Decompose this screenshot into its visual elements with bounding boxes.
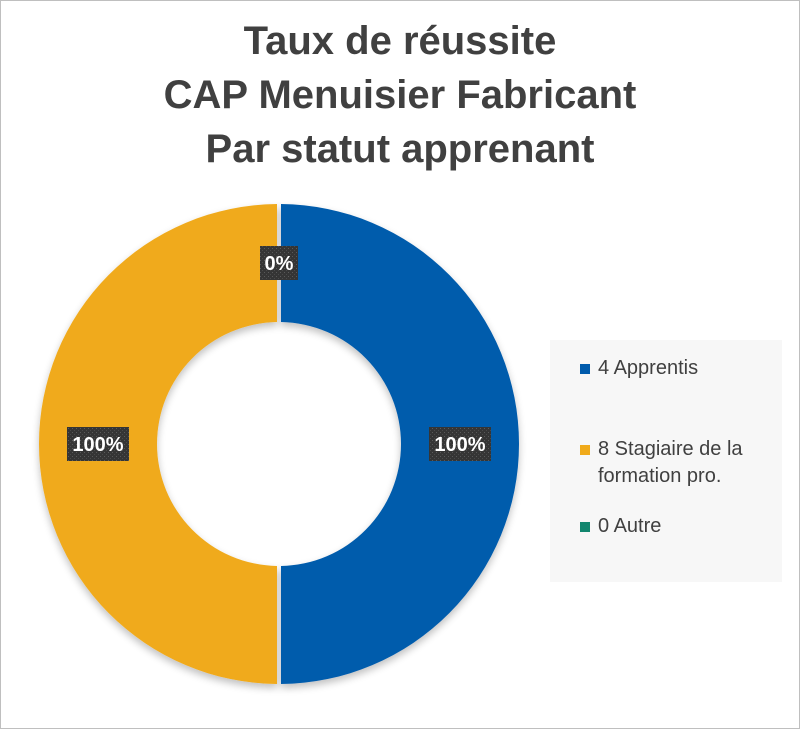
chart-title-line-3: Par statut apprenant: [205, 127, 595, 171]
legend-entry-2: 8 Stagiaire de la formation pro.: [580, 436, 743, 490]
data-label-text: 0%: [265, 253, 294, 275]
data-label-text: 100%: [72, 434, 123, 456]
legend: 4 Apprentis 8 Stagiaire de la formation pr…: [550, 340, 782, 582]
data-label-1: 100%: [429, 427, 491, 461]
chart-title-line-2: CAP Menuisier Fabricant: [163, 73, 637, 117]
data-label-box: [67, 427, 129, 461]
legend-label: 8 Stagiaire de la: [598, 438, 743, 460]
data-labels: 100% 100% 0%: [67, 246, 491, 461]
legend-label: 0 Autre: [598, 515, 662, 537]
data-label-2: 100%: [67, 427, 129, 461]
donut-slice-2: [38, 204, 278, 684]
donut-slice-1: [280, 204, 520, 684]
legend-swatch: [580, 364, 590, 374]
legend-entry-3: 0 Autre: [580, 513, 661, 540]
data-label-box: [429, 427, 491, 461]
legend-label: formation pro.: [598, 465, 722, 487]
donut-slices: [38, 204, 520, 684]
legend-label: 4 Apprentis: [598, 357, 699, 379]
chart-title: Taux de réussite CAP Menuisier Fabricant…: [0, 14, 800, 176]
data-label-text: 100%: [434, 434, 485, 456]
legend-entry-1: 4 Apprentis: [580, 355, 698, 382]
data-label-box: [260, 246, 298, 280]
legend-swatch: [580, 445, 590, 455]
data-label-3: 0%: [260, 246, 298, 280]
chart-title-line-1: Taux de réussite: [243, 19, 557, 63]
legend-swatch: [580, 522, 590, 532]
